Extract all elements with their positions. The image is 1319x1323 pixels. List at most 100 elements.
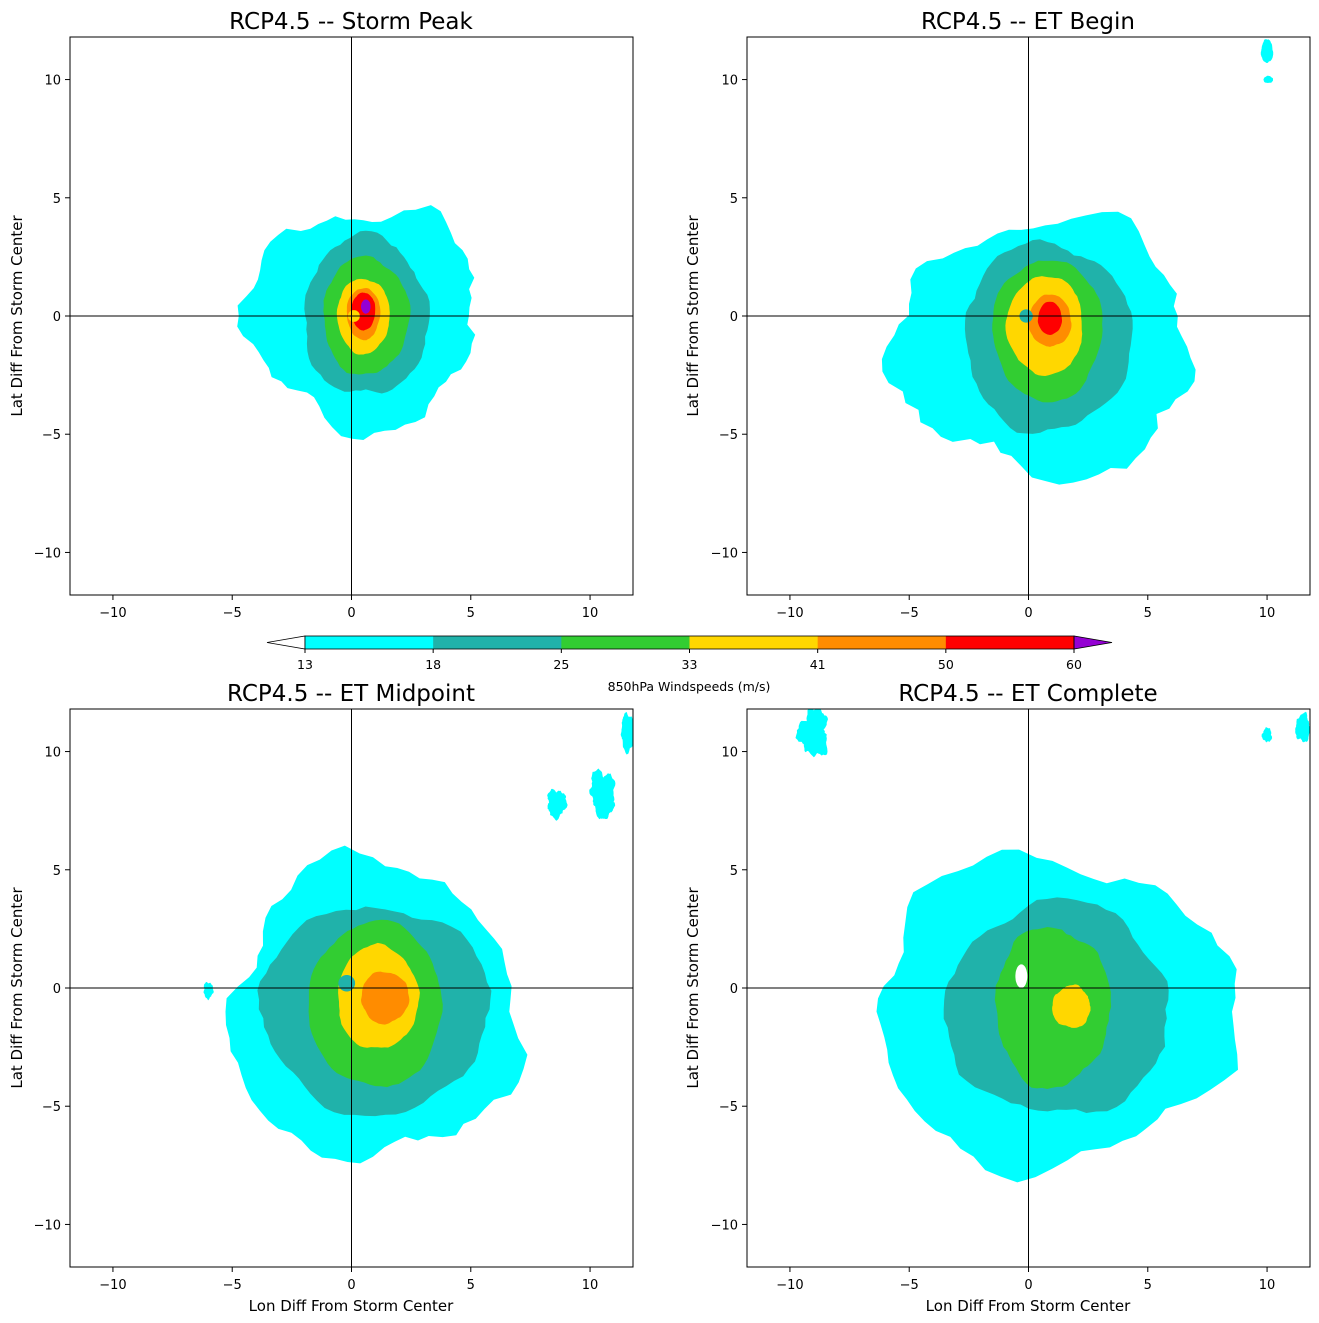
contour-region-13 [589, 768, 616, 820]
colorbar-over-extension [1073, 635, 1113, 650]
x-tick-label: −5 [900, 606, 919, 621]
y-axis: −10 −5 0 5 10 [34, 746, 70, 1233]
colorbar-segment [817, 636, 947, 649]
x-tick-label: −10 [99, 1278, 126, 1293]
x-tick-label: 10 [1259, 606, 1276, 621]
y-tick-label: 0 [730, 982, 738, 997]
contour-region-33 [1052, 984, 1091, 1028]
y-tick-label: −5 [42, 1100, 61, 1115]
y-tick-label: 10 [44, 74, 61, 89]
panel-title: RCP4.5 -- ET Midpoint [227, 681, 475, 707]
y-tick-label: −10 [34, 546, 61, 561]
x-axis: −10 −5 0 5 10 [99, 1267, 598, 1293]
contour-region-18 [338, 975, 356, 992]
y-tick-label: 10 [44, 746, 61, 761]
panel-title: RCP4.5 -- ET Complete [898, 681, 1157, 707]
x-tick-label: 5 [1144, 1278, 1152, 1293]
x-tick-label: −5 [223, 1278, 242, 1293]
colorbar-segment [689, 636, 819, 649]
contour-region-13 [595, 794, 616, 819]
crosshair [70, 709, 633, 1267]
contour-layer [881, 39, 1274, 485]
x-tick-label: 10 [582, 1278, 599, 1293]
colorbar: 13 18 25 33 41 50 60 850hPa Windspeeds (m/s) [266, 635, 1113, 694]
panel-et-begin: RCP4.5 -- ET Begin −10 −5 0 5 10 −10 −5 0 5 10 L… [684, 9, 1311, 621]
y-tick-label: 5 [730, 192, 738, 207]
colorbar-segment [945, 636, 1075, 649]
y-axis: −10 −5 0 5 10 [711, 746, 747, 1233]
y-tick-label: 10 [721, 746, 738, 761]
x-tick-label: 10 [1259, 1278, 1276, 1293]
colorbar-segments [266, 635, 1113, 650]
x-axis: −10 −5 0 5 10 [776, 1267, 1275, 1293]
y-tick-label: 10 [721, 74, 738, 89]
contour-region-13 [1261, 727, 1273, 743]
y-tick-label: −5 [719, 428, 738, 443]
y-tick-label: 5 [53, 864, 61, 879]
contour-layer [795, 709, 1310, 1183]
crosshair [747, 37, 1310, 595]
x-tick-label: 0 [347, 1278, 355, 1293]
colorbar-segment [433, 636, 562, 649]
contour-region-13 [1015, 964, 1028, 988]
colorbar-tick-label: 25 [553, 657, 569, 672]
y-tick-label: 5 [730, 864, 738, 879]
y-tick-label: 0 [53, 982, 61, 997]
crosshair [70, 37, 633, 595]
colorbar-tick-label: 33 [682, 657, 698, 672]
contour-region-60 [361, 299, 371, 314]
contour-layer [237, 205, 476, 440]
panel-storm-peak: RCP4.5 -- Storm Peak −10 −5 0 5 10 −10 −5 0 5 10… [8, 9, 634, 621]
contour-region-41 [361, 971, 410, 1025]
x-tick-label: −10 [776, 1278, 803, 1293]
x-tick-label: 5 [1144, 606, 1152, 621]
colorbar-tick-label: 50 [938, 657, 954, 672]
panel-title: RCP4.5 -- ET Begin [921, 9, 1135, 35]
colorbar-segment [305, 636, 434, 649]
contour-region-13 [547, 788, 568, 821]
panel-et-midpoint: RCP4.5 -- ET Midpoint −10 −5 0 5 10 −10 −5 0 5 1… [8, 681, 634, 1315]
colorbar-under-extension [266, 635, 306, 650]
colorbar-tick-label: 18 [425, 657, 441, 672]
x-axis: −10 −5 0 5 10 [776, 595, 1275, 621]
panel-et-complete: RCP4.5 -- ET Complete −10 −5 0 5 10 −10 −5 0 5 1… [684, 681, 1311, 1315]
colorbar-label: 850hPa Windspeeds (m/s) [608, 679, 771, 694]
y-axis-label: Lat Diff From Storm Center [684, 887, 702, 1089]
contour-region-13 [1260, 39, 1274, 63]
colorbar-tick-label: 13 [297, 657, 313, 672]
x-tick-label: −5 [900, 1278, 919, 1293]
y-axis-label: Lat Diff From Storm Center [684, 215, 702, 417]
y-tick-label: 5 [53, 192, 61, 207]
y-axis-label: Lat Diff From Storm Center [8, 215, 26, 417]
x-tick-label: 0 [1024, 1278, 1032, 1293]
y-tick-label: −5 [719, 1100, 738, 1115]
colorbar-segment [561, 636, 690, 649]
contour-layer [203, 711, 633, 1164]
x-tick-label: 10 [582, 606, 599, 621]
contour-region-13 [1295, 711, 1310, 743]
contour-region-13 [1263, 75, 1273, 83]
x-axis: −10 −5 0 5 10 [99, 595, 598, 621]
x-tick-label: −10 [776, 606, 803, 621]
y-axis: −10 −5 0 5 10 [711, 74, 747, 561]
contour-region-50 [1037, 301, 1062, 335]
x-axis-label: Lon Diff From Storm Center [926, 1297, 1131, 1315]
colorbar-ticks: 13 18 25 33 41 50 60 [297, 649, 1082, 672]
x-axis-label: Lon Diff From Storm Center [249, 1297, 454, 1315]
contour-region-13 [620, 711, 633, 755]
colorbar-tick-label: 41 [810, 657, 826, 672]
contour-region-13 [795, 709, 828, 758]
x-tick-label: −5 [223, 606, 242, 621]
y-axis-label: Lat Diff From Storm Center [8, 887, 26, 1089]
y-tick-label: 0 [730, 310, 738, 325]
contour-region-13 [203, 982, 214, 1001]
x-tick-label: 5 [467, 606, 475, 621]
x-tick-label: 0 [347, 606, 355, 621]
y-tick-label: −5 [42, 428, 61, 443]
y-tick-label: −10 [34, 1218, 61, 1233]
x-tick-label: −10 [99, 606, 126, 621]
panel-title: RCP4.5 -- Storm Peak [229, 9, 473, 35]
y-tick-label: 0 [53, 310, 61, 325]
y-axis: −10 −5 0 5 10 [34, 74, 70, 561]
